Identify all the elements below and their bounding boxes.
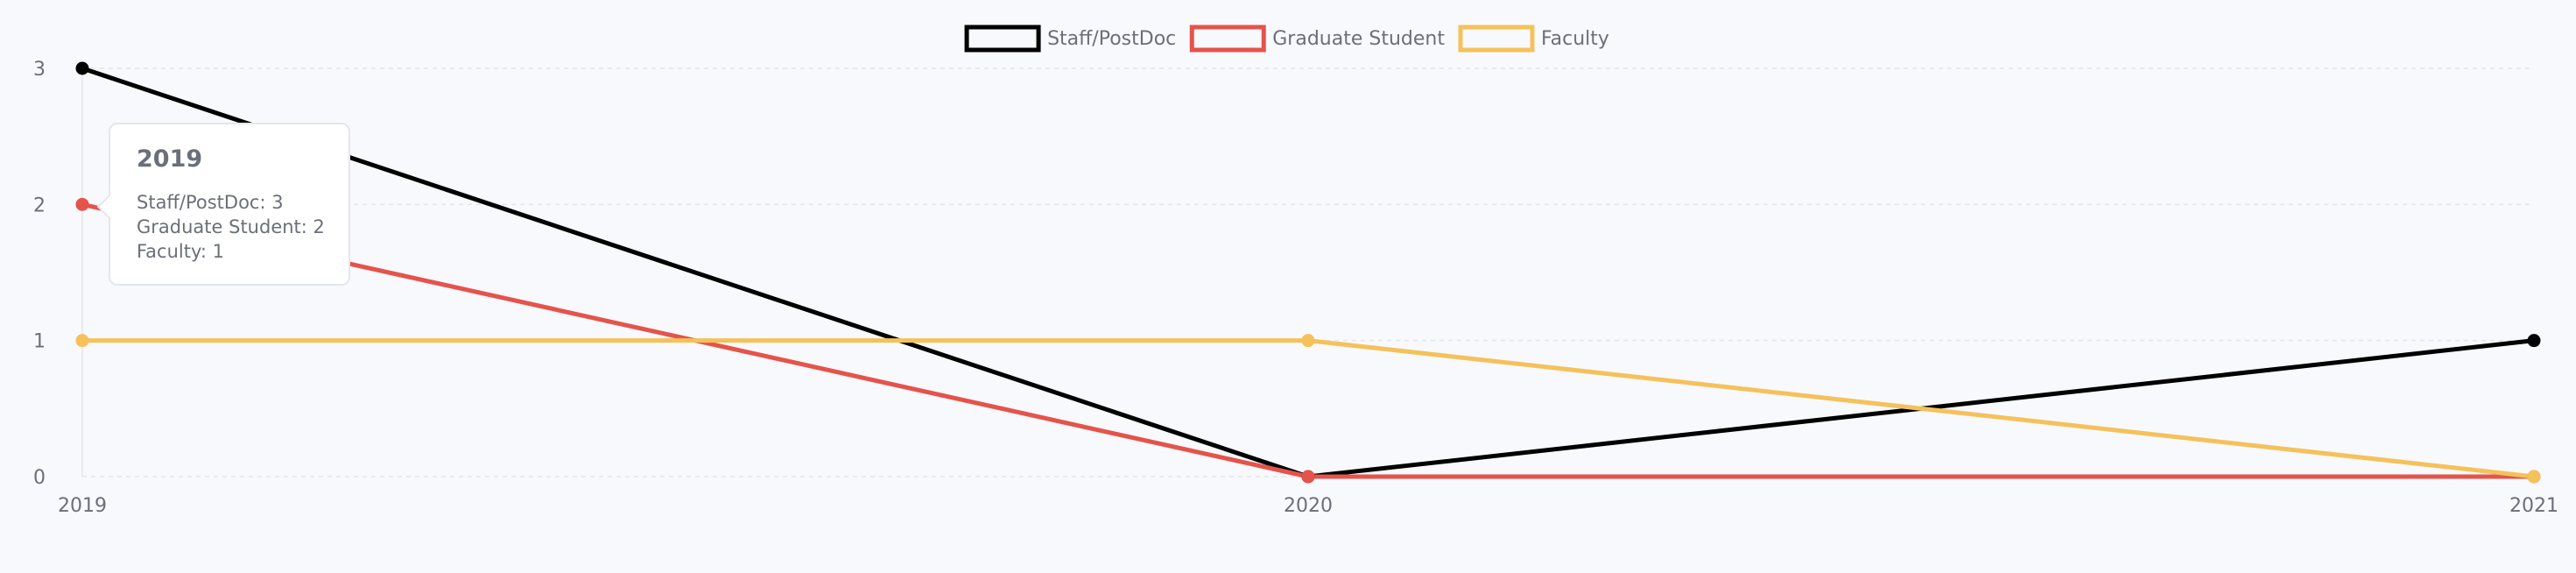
data-point-graduate-student-2020 xyxy=(1301,470,1315,484)
legend-label-graduate-student: Graduate Student xyxy=(1272,28,1445,50)
legend-swatch-staff-postdoc xyxy=(964,25,1041,53)
y-tick-label-0: 0 xyxy=(33,467,46,489)
series-line-staff-postdoc xyxy=(80,66,2537,479)
data-point-faculty-2021 xyxy=(2527,470,2541,484)
y-tick-label-3: 3 xyxy=(33,59,46,81)
data-point-graduate-student-2019 xyxy=(75,197,89,211)
grid-lines xyxy=(82,67,2534,478)
series-line-faculty xyxy=(80,338,2537,479)
tooltip-line-staff: Staff/PostDoc: 3 xyxy=(137,192,284,213)
x-tick-label-2021: 2021 xyxy=(2509,495,2558,517)
data-point-staff-postdoc-2021 xyxy=(2527,334,2541,348)
chart-tooltip: 2019 Staff/PostDoc: 3 Graduate Student: … xyxy=(96,123,350,286)
series-lines xyxy=(75,61,2541,484)
data-point-faculty-2019 xyxy=(75,334,89,348)
data-point-staff-postdoc-2019 xyxy=(75,61,89,75)
tooltip-line-faculty: Faculty: 1 xyxy=(137,241,224,262)
data-point-faculty-2020 xyxy=(1301,334,1315,348)
axes: 0 1 2 3 2019 2020 2021 xyxy=(33,59,2558,517)
tooltip-title: 2019 xyxy=(137,145,203,173)
legend-swatch-faculty xyxy=(1458,25,1535,53)
legend-label-staff-postdoc: Staff/PostDoc xyxy=(1047,28,1176,50)
tooltip-line-graduate: Graduate Student: 2 xyxy=(137,216,325,237)
legend: Staff/PostDoc Graduate Student Faculty xyxy=(964,25,1609,53)
y-tick-label-1: 1 xyxy=(33,331,46,353)
legend-swatch-graduate-student xyxy=(1189,25,1266,53)
y-tick-label-2: 2 xyxy=(33,195,46,216)
legend-label-faculty: Faculty xyxy=(1541,28,1609,50)
x-tick-label-2019: 2019 xyxy=(58,495,107,517)
x-tick-label-2020: 2020 xyxy=(1284,495,1333,517)
